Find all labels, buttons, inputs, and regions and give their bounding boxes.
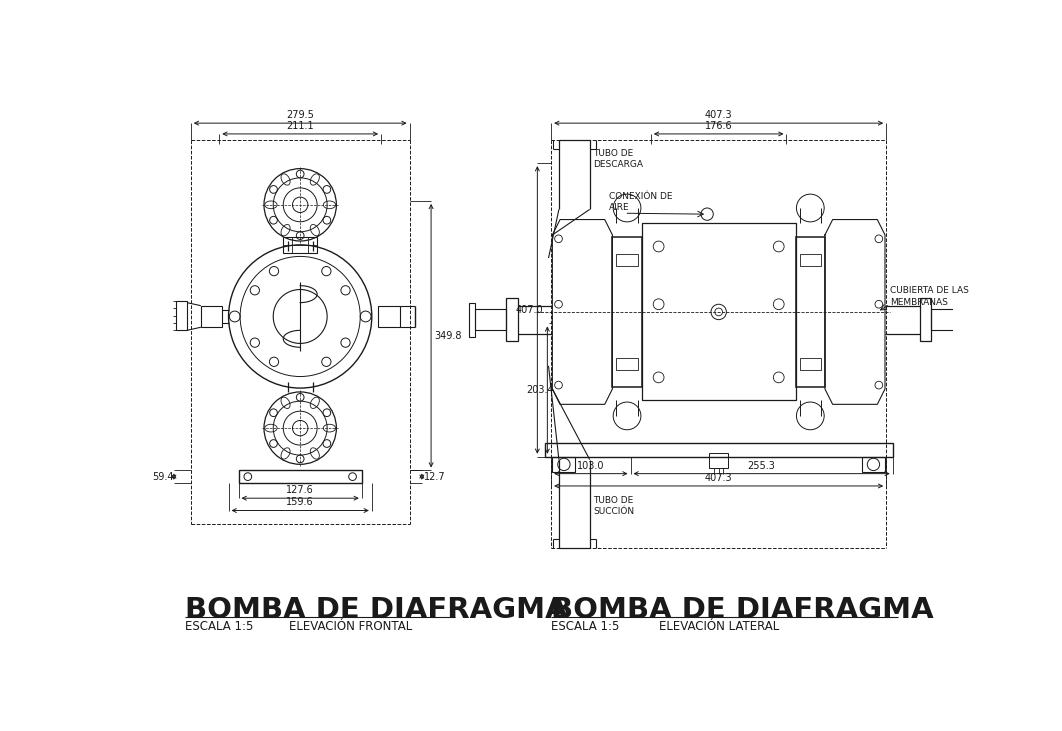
Bar	[800, 357, 821, 370]
Text: ESCALA 1:5: ESCALA 1:5	[186, 620, 254, 633]
Text: 255.3: 255.3	[748, 461, 775, 471]
Text: BOMBA DE DIAFRAGMA: BOMBA DE DIAFRAGMA	[186, 596, 568, 624]
Text: 12.7: 12.7	[424, 471, 446, 482]
Text: CONEXIÓN DE
AIRE: CONEXIÓN DE AIRE	[609, 192, 672, 212]
Text: 349.8: 349.8	[434, 330, 462, 341]
Bar	[552, 457, 576, 472]
Bar	[616, 357, 638, 370]
Bar	[931, 309, 962, 330]
Bar	[641, 224, 795, 401]
Text: TUBO DE
DESCARGA: TUBO DE DESCARGA	[594, 149, 644, 170]
Bar	[920, 298, 931, 341]
Text: 203.4: 203.4	[526, 385, 553, 395]
Bar	[378, 306, 399, 327]
Bar	[616, 254, 638, 266]
Bar	[613, 237, 641, 387]
Bar	[239, 471, 362, 482]
Bar	[800, 254, 821, 266]
Text: 59.4: 59.4	[152, 471, 174, 482]
Text: BOMBA DE DIAFRAGMA: BOMBA DE DIAFRAGMA	[551, 596, 933, 624]
Text: ELEVACIÓN LATERAL: ELEVACIÓN LATERAL	[660, 620, 780, 633]
Bar	[201, 306, 222, 327]
Bar	[795, 237, 825, 387]
Text: 211.1: 211.1	[287, 121, 314, 131]
Bar	[284, 237, 318, 253]
Text: 159.6: 159.6	[287, 497, 314, 507]
Text: TUBO DE
SUCCIÓN: TUBO DE SUCCIÓN	[594, 496, 635, 516]
Text: 407.0: 407.0	[516, 305, 544, 315]
Text: 279.5: 279.5	[287, 110, 314, 120]
Bar	[476, 309, 507, 330]
Text: 103.0: 103.0	[577, 461, 604, 471]
Bar	[176, 301, 187, 330]
Bar	[545, 443, 893, 457]
Text: 407.3: 407.3	[705, 473, 733, 483]
Text: ESCALA 1:5: ESCALA 1:5	[551, 620, 619, 633]
Text: ELEVACIÓN FRONTAL: ELEVACIÓN FRONTAL	[290, 620, 413, 633]
Text: CUBIERTA DE LAS
MEMBRANAS: CUBIERTA DE LAS MEMBRANAS	[890, 287, 969, 306]
Bar	[709, 452, 727, 469]
Bar	[862, 457, 885, 472]
Text: 127.6: 127.6	[287, 485, 314, 495]
Bar	[469, 303, 476, 336]
Bar	[962, 303, 969, 336]
Text: 176.6: 176.6	[705, 121, 733, 131]
Bar	[507, 298, 517, 341]
Text: 407.3: 407.3	[705, 110, 733, 120]
